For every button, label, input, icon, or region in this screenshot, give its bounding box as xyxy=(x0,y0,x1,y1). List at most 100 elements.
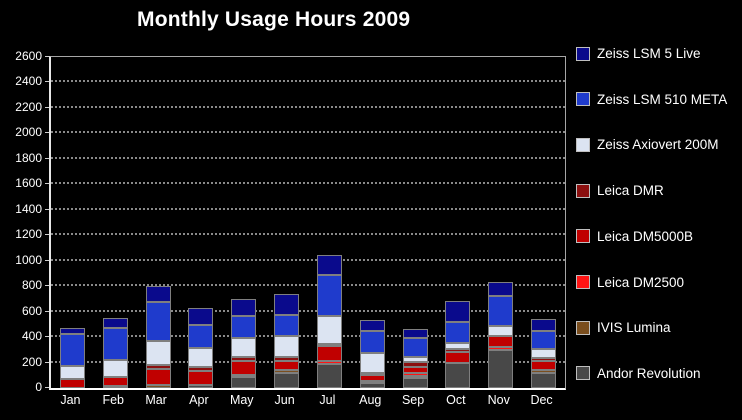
y-tick-label: 200 xyxy=(21,354,42,369)
legend-swatch-icon xyxy=(576,46,590,61)
bar-segment xyxy=(231,298,257,316)
legend-label: Leica DM2500 xyxy=(597,274,685,290)
legend-label: Zeiss LSM 510 META xyxy=(597,91,728,107)
x-tick-label: Mar xyxy=(145,393,167,407)
bar-segment xyxy=(59,379,85,388)
bar-segment xyxy=(316,360,342,365)
bar-segment xyxy=(59,365,85,380)
legend-item: Zeiss LSM 510 META xyxy=(576,92,727,107)
bar-segment xyxy=(531,358,557,361)
legend: Zeiss LSM 5 Live Zeiss LSM 510 META Zeiss … xyxy=(576,0,742,420)
x-tick-label: Jan xyxy=(60,393,81,407)
y-tick-label: 800 xyxy=(21,278,42,293)
x-tick-label: Feb xyxy=(102,393,125,407)
y-tick-mark xyxy=(45,208,49,210)
bar-segment xyxy=(402,337,428,358)
legend-swatch-icon xyxy=(576,137,590,152)
bar-segment xyxy=(274,361,300,370)
bar-segment xyxy=(402,362,428,367)
x-tick-label: Aug xyxy=(359,393,382,407)
bar-segment xyxy=(316,316,342,345)
bar-jul xyxy=(316,254,342,388)
y-tick-label: 2000 xyxy=(15,125,42,140)
bar-segment xyxy=(188,324,214,349)
bar-apr xyxy=(188,307,214,388)
legend-item: Leica DM5000B xyxy=(576,229,693,244)
y-tick-label: 1200 xyxy=(15,227,42,242)
bar-segment xyxy=(59,328,85,334)
bar-segment xyxy=(316,364,342,388)
y-tick-mark xyxy=(45,285,49,287)
bar-segment xyxy=(102,328,128,360)
gridline xyxy=(51,360,565,363)
x-tick-label: Dec xyxy=(530,393,553,407)
plot-area xyxy=(49,56,566,390)
gridline xyxy=(51,156,565,159)
bar-segment xyxy=(231,360,257,375)
bar-segment xyxy=(102,386,128,388)
bar-jun xyxy=(274,294,300,388)
bar-segment xyxy=(445,322,471,343)
legend-item: Andor Revolution xyxy=(576,366,701,381)
bar-segment xyxy=(402,366,428,373)
bar-segment xyxy=(231,337,257,357)
bar-segment xyxy=(402,376,428,379)
gridline xyxy=(51,207,565,210)
bar-segment xyxy=(316,275,342,317)
bar-segment xyxy=(145,368,171,385)
bar-dec xyxy=(531,319,557,388)
gridline xyxy=(51,233,565,236)
bar-feb xyxy=(102,317,128,388)
bar-segment xyxy=(316,346,342,361)
bar-segment xyxy=(145,285,171,303)
bar-segment xyxy=(402,372,428,377)
y-tick-label: 1600 xyxy=(15,176,42,191)
bar-segment xyxy=(145,340,171,366)
bar-segment xyxy=(188,371,214,386)
bar-oct xyxy=(445,300,471,388)
bar-segment xyxy=(102,359,128,378)
x-tick-label: Nov xyxy=(487,393,510,407)
bar-segment xyxy=(231,316,257,338)
bar-segment xyxy=(274,369,300,373)
legend-label: Zeiss Axiovert 200M xyxy=(597,137,719,153)
y-tick-mark xyxy=(45,310,49,312)
y-tick-mark xyxy=(45,234,49,236)
gridline xyxy=(51,309,565,312)
x-tick-label: May xyxy=(229,393,254,407)
bar-segment xyxy=(445,300,471,323)
chart-title: Monthly Usage Hours 2009 xyxy=(137,8,411,31)
y-tick-label: 600 xyxy=(21,303,42,318)
legend-label: IVIS Lumina xyxy=(597,320,671,336)
y-tick-label: 400 xyxy=(21,329,42,344)
bar-segment xyxy=(359,319,385,332)
bar-segment xyxy=(402,357,428,363)
legend-swatch-icon xyxy=(576,320,590,335)
gridline xyxy=(51,105,565,108)
legend-item: Leica DM2500 xyxy=(576,275,684,290)
y-tick-label: 1000 xyxy=(15,252,42,267)
bar-sep xyxy=(402,329,428,388)
bar-segment xyxy=(359,353,385,374)
bar-segment xyxy=(488,282,514,296)
bar-segment xyxy=(188,385,214,388)
bar-segment xyxy=(231,356,257,361)
bar-segment xyxy=(531,360,557,370)
y-tick-mark xyxy=(45,387,49,388)
x-tick-label: Jul xyxy=(319,393,336,407)
bar-segment xyxy=(274,356,300,362)
gridline xyxy=(51,335,565,338)
bar-segment xyxy=(402,378,428,388)
legend-swatch-icon xyxy=(576,183,590,198)
legend-item: IVIS Lumina xyxy=(576,320,671,335)
bar-segment xyxy=(445,363,471,388)
bar-segment xyxy=(359,375,385,381)
bar-may xyxy=(231,298,257,388)
bar-segment xyxy=(488,295,514,327)
bar-segment xyxy=(59,333,85,366)
legend-item: Leica DMR xyxy=(576,183,664,198)
bar-jan xyxy=(59,328,85,388)
x-tick-label: Apr xyxy=(189,393,209,407)
bar-segment xyxy=(359,331,385,354)
